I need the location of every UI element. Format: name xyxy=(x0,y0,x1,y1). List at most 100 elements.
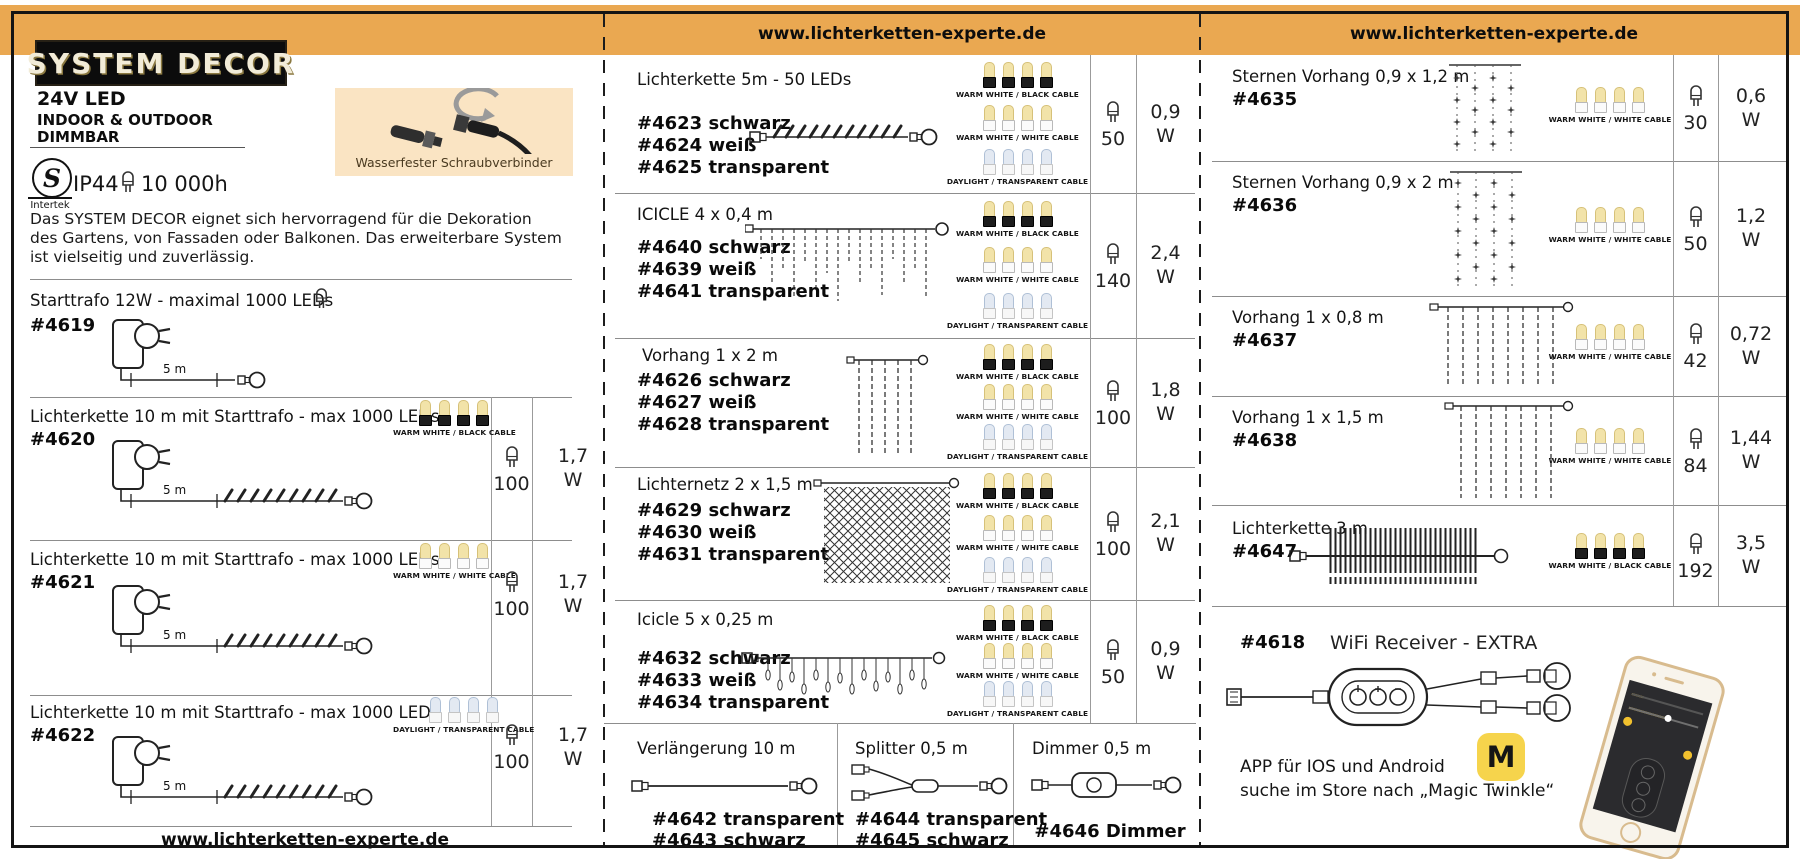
footer-url[interactable]: www.lichterketten-experte.de xyxy=(160,830,450,850)
phone-home-button xyxy=(1617,819,1644,846)
cable-variant-icon: WARM WHITE / BLACK CABLE xyxy=(956,473,1079,510)
product-title: Icicle 5 x 0,25 m xyxy=(637,610,774,629)
divider-line xyxy=(615,193,1195,194)
product-sku: #4640 schwarz xyxy=(637,237,791,258)
light-chain-drawing: 5 m xyxy=(111,439,373,510)
product-row: Lichterkette 10 m mit Starttrafo - max 1… xyxy=(12,397,592,540)
accessory-title: Dimmer 0,5 m xyxy=(1032,739,1152,758)
led-bulb-icon xyxy=(1107,101,1119,123)
extension-cable-drawing xyxy=(631,777,818,795)
screw-connector-icon xyxy=(390,86,534,160)
wifi-receiver-drawing xyxy=(1226,662,1571,727)
table-line xyxy=(1013,723,1014,845)
product-sku: #4630 weiß xyxy=(637,522,757,543)
description-line: ist vielseitig und zuverlässig. xyxy=(30,248,255,266)
product-title: Lichterkette 10 m mit Starttrafo - max 1… xyxy=(30,703,440,722)
magic-twinkle-app-icon: M xyxy=(1477,733,1525,781)
table-line xyxy=(532,397,533,826)
wattage-cell: 0,9 W xyxy=(1150,100,1181,147)
product-sku: #4636 xyxy=(1232,195,1298,216)
table-line xyxy=(1136,55,1137,723)
accessory-sku: #4642 transparent xyxy=(652,809,845,830)
wifi-sku: #4618 xyxy=(1240,632,1306,653)
wattage-cell: 1,8 W xyxy=(1150,379,1181,425)
star-curtain-drawing xyxy=(1449,64,1521,152)
cable-length-label: 5 m xyxy=(163,362,186,376)
led-count-cell: 100 xyxy=(1090,338,1136,467)
cable-variant-icon: DAYLIGHT / TRANSPARENT CABLE xyxy=(393,697,534,734)
header-url-right[interactable]: www.lichterketten-experte.de xyxy=(1349,24,1639,44)
product-title: Lichterkette 10 m mit Starttrafo - max 1… xyxy=(30,407,440,426)
divider-line xyxy=(30,695,572,696)
starter-transformer-drawing: 5 m xyxy=(111,318,266,389)
product-sku: #4628 transparent xyxy=(637,414,830,435)
cable-variant-icon: WARM WHITE / WHITE CABLE xyxy=(1545,324,1675,361)
header-url-middle[interactable]: www.lichterketten-experte.de xyxy=(757,24,1047,44)
description-line: Das SYSTEM DECOR eignet sich hervorragen… xyxy=(30,210,532,228)
led-count-cell: 140 xyxy=(1090,193,1136,338)
divider-line xyxy=(30,397,572,398)
product-row: Sternen Vorhang 0,9 x 2 m #4636 WARM WHI… xyxy=(1200,161,1673,296)
cable-variant-icon: WARM WHITE / WHITE CABLE xyxy=(956,246,1079,284)
cluster-chain-drawing xyxy=(1289,528,1509,584)
led-bulb-icon xyxy=(1107,242,1119,265)
cable-length-label: 5 m xyxy=(163,483,186,497)
splitter-cable-drawing xyxy=(851,764,1008,801)
divider-line xyxy=(604,723,1196,724)
cable-variant-icon: WARM WHITE / WHITE CABLE xyxy=(1545,87,1675,124)
cable-variant-icon: DAYLIGHT / TRANSPARENT CABLE xyxy=(947,681,1088,718)
product-row: Sternen Vorhang 0,9 x 1,2 m #4635 WARM W… xyxy=(1200,55,1673,161)
cable-variant-icons: WARM WHITE / BLACK CABLE WARM WHITE / WH… xyxy=(947,342,1088,463)
table-line xyxy=(1090,55,1091,723)
indoor-outdoor-label: INDOOR & OUTDOOR xyxy=(37,111,213,129)
accessory-sku: #4645 schwarz xyxy=(855,830,1009,851)
cable-variant-icon: DAYLIGHT / TRANSPARENT CABLE xyxy=(947,556,1088,594)
star-curtain-drawing xyxy=(1450,171,1522,287)
cable-variant-icon: DAYLIGHT / TRANSPARENT CABLE xyxy=(947,148,1088,186)
accessory-sku: #4644 transparent xyxy=(855,809,1048,830)
led-bulb-icon xyxy=(315,288,328,309)
dimmer-drawing xyxy=(1031,772,1182,798)
led-bulb-icon xyxy=(1107,638,1119,661)
product-title: Lichterkette 5m - 50 LEDs xyxy=(637,70,852,89)
connector-photo-panel: Wasserfester Schraubverbinder xyxy=(335,86,573,176)
icicle-lights-drawing xyxy=(745,222,949,301)
divider-line xyxy=(1212,161,1788,162)
divider-line xyxy=(1212,396,1788,397)
product-row: Lichterkette 10 m mit Starttrafo - max 1… xyxy=(12,695,592,826)
cable-variant-icon: WARM WHITE / WHITE CABLE xyxy=(956,642,1079,680)
led-count-cell: 50 xyxy=(1673,161,1718,296)
led-lifetime: 10 000h xyxy=(141,172,228,196)
led-count-cell: 30 xyxy=(1673,55,1718,161)
product-sku: #4639 weiß xyxy=(637,259,757,280)
cable-length-label: 5 m xyxy=(163,779,186,793)
wattage-cell: 0,6 W xyxy=(1735,84,1767,131)
led-count-cell: 100 xyxy=(1090,467,1136,600)
divider-line xyxy=(30,279,572,280)
cable-variant-icon: WARM WHITE / BLACK CABLE xyxy=(956,62,1079,99)
wattage-cell: 1,7 W xyxy=(557,723,589,770)
led-count-cell: 50 xyxy=(1090,55,1136,193)
product-title: Sternen Vorhang 0,9 x 1,2 m xyxy=(1232,67,1470,86)
voltage-label: 24V LED xyxy=(37,88,126,110)
product-title: Vorhang 1 x 0,8 m xyxy=(1232,308,1384,327)
product-sku: #4619 xyxy=(30,315,96,336)
divider-line xyxy=(615,338,1195,339)
cable-variant-icon: WARM WHITE / BLACK CABLE xyxy=(1545,533,1675,570)
column-divider xyxy=(603,14,605,845)
led-bulb-icon xyxy=(505,445,518,468)
led-bulb-icon xyxy=(505,724,518,747)
product-sku: #4627 weiß xyxy=(637,392,757,413)
product-row: Lichterkette 3 m #4647 WARM WHITE / BLAC… xyxy=(1200,505,1673,606)
product-sku: #4629 schwarz xyxy=(637,500,791,521)
accessory-title: Verlängerung 10 m xyxy=(637,739,796,758)
product-row: Vorhang 1 x 2 m #4626 schwarz #4627 weiß… xyxy=(604,338,1090,467)
divider-line xyxy=(30,147,245,148)
product-sku: #4638 xyxy=(1232,430,1298,451)
product-sku: #4626 schwarz xyxy=(637,370,791,391)
cable-variant-icon: WARM WHITE / WHITE CABLE xyxy=(956,105,1079,142)
table-line xyxy=(491,397,492,826)
intertek-label: Intertek xyxy=(30,200,70,211)
divider-line xyxy=(30,540,572,541)
